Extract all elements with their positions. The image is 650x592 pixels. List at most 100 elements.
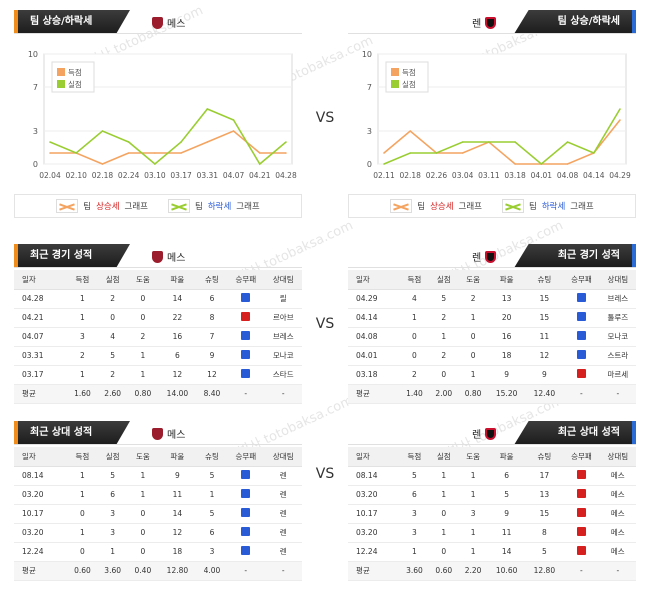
data-point xyxy=(566,141,569,143)
table-cell: 1 xyxy=(67,485,98,505)
data-point xyxy=(180,152,182,154)
data-point xyxy=(285,152,287,154)
column-header: 파울 xyxy=(157,270,197,290)
table-cell: 1 xyxy=(458,466,488,486)
table-cell: 04.07 xyxy=(14,327,68,347)
table-cell: 3 xyxy=(97,504,128,524)
table-cell: 4.00 xyxy=(196,561,228,581)
table-cell: 1 xyxy=(196,485,228,505)
x-tick-label: 02.18 xyxy=(399,171,421,180)
table-cell: 1 xyxy=(399,542,430,562)
table-cell: 10.60 xyxy=(487,561,526,581)
team-label: 메스 xyxy=(152,15,185,30)
table-cell: - xyxy=(227,384,265,404)
table-cell xyxy=(227,308,265,328)
h2h-panel-right: 최근 상대 성적 렌 일자 득점 실점 도움 파울 슈팅 승무패 상대팀 08.14 5 1 1 6 17… xyxy=(348,421,636,581)
table-cell: 18 xyxy=(157,542,197,562)
table-row: 08.14 1 5 1 9 5 렌 xyxy=(14,466,302,486)
data-point xyxy=(154,163,156,165)
table-cell: 0.80 xyxy=(458,384,488,404)
table-cell: 1 xyxy=(127,485,158,505)
table-cell: 메스 xyxy=(599,466,636,486)
table-cell xyxy=(227,365,265,385)
table-cell: 11 xyxy=(487,523,526,543)
table-cell: 12.24 xyxy=(348,542,400,562)
table-cell: 렌 xyxy=(264,466,302,486)
table-cell: 렌 xyxy=(264,542,302,562)
table-cell: 3 xyxy=(458,504,488,524)
data-point xyxy=(461,141,464,143)
result-badge-icon xyxy=(241,489,251,498)
table-cell: 11 xyxy=(157,485,197,505)
table-cell: 메스 xyxy=(599,504,636,524)
table-cell: 스타드 xyxy=(264,365,302,385)
table-cell: 10.17 xyxy=(348,504,400,524)
table-row: 04.01 0 2 0 18 12 스트라 xyxy=(348,346,636,366)
column-header: 득점 xyxy=(67,270,98,290)
table-row: 04.28 1 2 0 14 6 릴 xyxy=(14,289,302,309)
x-tick-label: 04.07 xyxy=(223,171,245,180)
vs-label: VS xyxy=(315,466,335,482)
table-cell: 메스 xyxy=(599,485,636,505)
column-header: 도움 xyxy=(127,270,158,290)
table-cell: 15 xyxy=(525,289,564,309)
result-badge-icon xyxy=(241,369,251,378)
data-point xyxy=(285,141,287,143)
recent-table: 일자 득점 실점 도움 파울 슈팅 승무패 상대팀 04.28 1 2 0 14 6 릴 04.21 1 0 0 22… xyxy=(14,270,302,404)
table-cell: 5 xyxy=(97,466,128,486)
series-line-conceded xyxy=(49,108,287,166)
table-cell: 릴 xyxy=(264,289,302,309)
table-cell: - xyxy=(563,561,600,581)
table-cell: 1 xyxy=(67,466,98,486)
result-badge-icon xyxy=(241,508,251,517)
table-cell: 5 xyxy=(429,289,459,309)
table-cell: 렌 xyxy=(264,485,302,505)
x-tick-label: 03.11 xyxy=(478,171,500,180)
result-badge-icon xyxy=(576,369,586,378)
metz-crest-icon xyxy=(152,250,163,263)
table-cell: 12 xyxy=(157,365,197,385)
table-row: 03.18 2 0 1 9 9 마르세 xyxy=(348,365,636,385)
table-cell: 6 xyxy=(196,289,228,309)
table-cell: 14 xyxy=(157,504,197,524)
x-tick-label: 03.04 xyxy=(452,171,474,180)
table-cell: 1 xyxy=(399,308,430,328)
h2h-panel-left: 최근 상대 성적 메스 일자 득점 실점 도움 파울 슈팅 승무패 상대팀 08.14 1 5 1 9 5… xyxy=(14,421,302,581)
table-cell: 04.28 xyxy=(14,289,68,309)
x-tick-label: 02.11 xyxy=(373,171,395,180)
table-cell: 5 xyxy=(196,504,228,524)
table-cell: 렌 xyxy=(264,523,302,543)
result-badge-icon xyxy=(241,312,251,321)
y-tick-label: 0 xyxy=(33,160,38,169)
table-row: 04.07 3 4 2 16 7 브레스 xyxy=(14,327,302,347)
legend-label: 실점 xyxy=(68,79,82,89)
data-point xyxy=(101,130,104,132)
table-cell: 2 xyxy=(97,365,128,385)
table-cell: 평균 xyxy=(14,561,68,581)
x-tick-label: 04.21 xyxy=(249,171,271,180)
data-point xyxy=(180,141,182,143)
data-point xyxy=(206,108,209,110)
column-header: 승무패 xyxy=(227,447,265,467)
data-point xyxy=(409,152,412,154)
legend-label: 득점 xyxy=(68,67,82,77)
table-row: 12.24 0 1 0 18 3 렌 xyxy=(14,542,302,562)
y-tick-label: 10 xyxy=(362,50,372,59)
table-cell xyxy=(227,542,265,562)
table-cell: 16 xyxy=(487,327,526,347)
data-point xyxy=(488,141,490,143)
table-cell xyxy=(227,485,265,505)
table-cell: 08.14 xyxy=(14,466,68,486)
table-cell: 브레스 xyxy=(264,327,302,347)
table-cell: 3.60 xyxy=(97,561,128,581)
column-header: 일자 xyxy=(14,270,68,290)
table-row: 03.31 2 5 1 6 9 모나코 xyxy=(14,346,302,366)
table-cell: 5 xyxy=(399,466,430,486)
result-badge-icon xyxy=(576,312,586,321)
table-row: 04.21 1 0 0 22 8 르아브 xyxy=(14,308,302,328)
table-cell: 15.20 xyxy=(487,384,526,404)
table-cell: 04.08 xyxy=(348,327,400,347)
result-badge-icon xyxy=(576,527,586,536)
column-header: 파울 xyxy=(487,447,526,467)
table-cell: 0 xyxy=(429,504,459,524)
